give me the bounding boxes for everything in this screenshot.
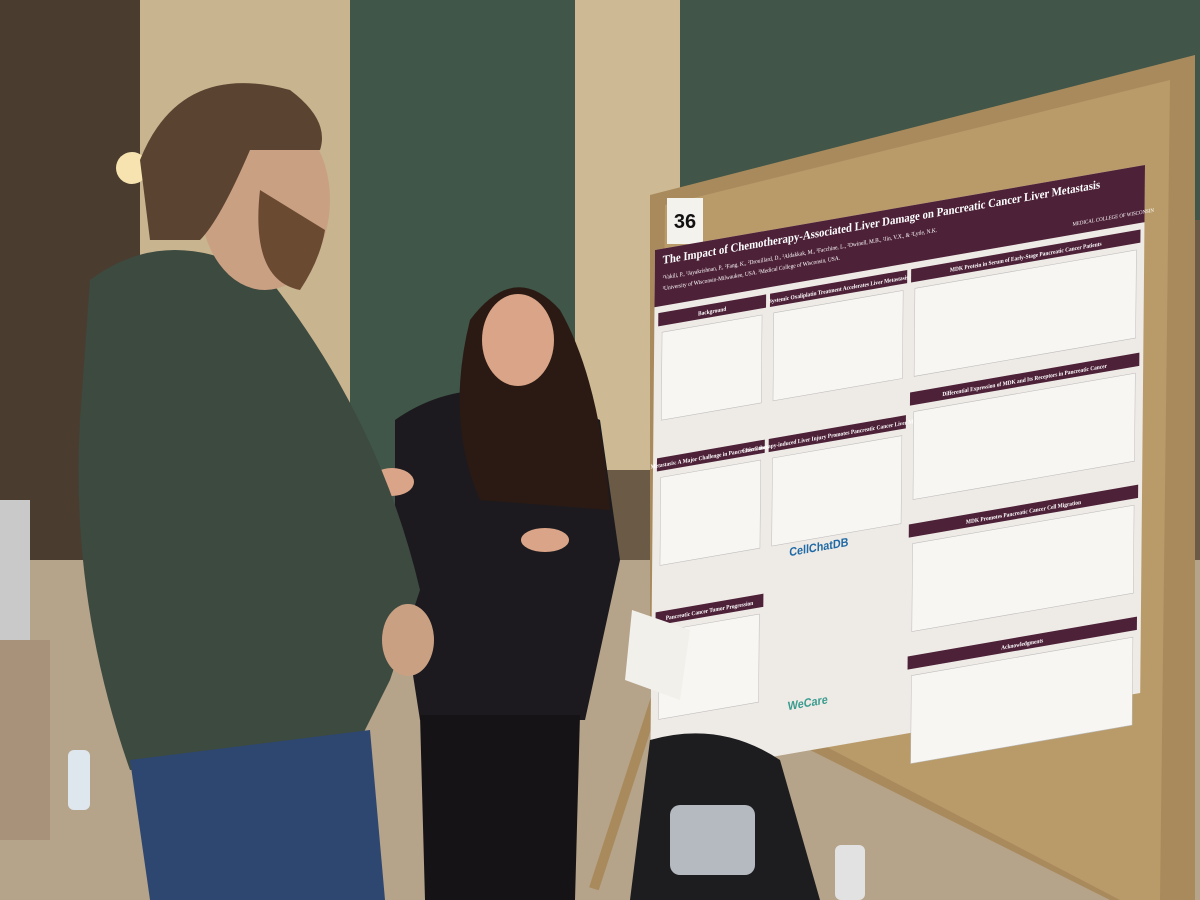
section-banner xyxy=(655,593,764,626)
poster: The Impact of Chemotherapy-Associated Li… xyxy=(650,164,1154,779)
bystander xyxy=(0,500,30,660)
placard xyxy=(667,198,703,244)
man-beard xyxy=(258,190,325,290)
section-banner xyxy=(911,229,1141,283)
figure-panel xyxy=(913,249,1137,377)
section-banner xyxy=(907,616,1137,670)
leaflet xyxy=(625,610,690,700)
section-banner xyxy=(656,439,765,472)
figure-panel xyxy=(910,636,1134,764)
bystander xyxy=(0,640,50,840)
figure-panel xyxy=(661,314,763,421)
figure-panel xyxy=(771,435,903,547)
woman-trousers xyxy=(420,715,580,900)
easel-leg xyxy=(589,668,670,891)
man-hands xyxy=(382,604,434,676)
woman-hand xyxy=(521,528,569,552)
water-bottle xyxy=(835,845,865,900)
figure-panel xyxy=(659,459,761,566)
section-banner xyxy=(909,352,1140,406)
man-jeans xyxy=(130,730,385,900)
section-banner xyxy=(768,415,906,453)
pouch xyxy=(670,805,755,875)
section-banner xyxy=(658,294,767,327)
water-bottle xyxy=(68,750,90,810)
poster-header xyxy=(654,164,1146,308)
figure-panel xyxy=(911,504,1135,632)
placard-number: 36 xyxy=(674,211,696,233)
man-sweater xyxy=(78,250,421,770)
man-hair xyxy=(140,83,322,240)
section-banner xyxy=(769,269,908,307)
woman-face xyxy=(482,294,554,386)
figure-panel xyxy=(772,290,904,402)
section-heading: Background xyxy=(698,306,727,317)
figure-panel xyxy=(912,372,1136,500)
section-banner xyxy=(908,484,1139,538)
